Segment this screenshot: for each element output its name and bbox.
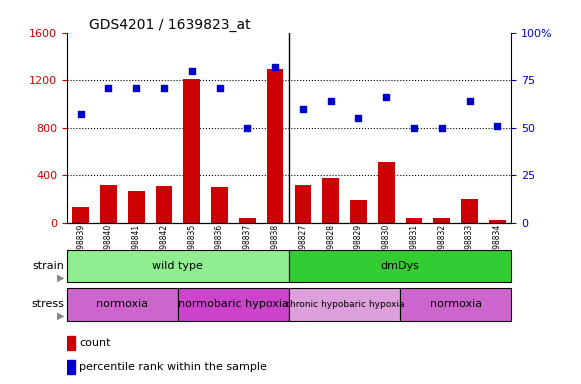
Point [215,85,224,91]
Bar [184,79,200,223]
Point [298,106,307,112]
Bar [73,207,89,223]
Point [243,124,252,131]
Point [132,85,141,91]
Bar [289,250,511,282]
Bar [67,336,75,350]
Text: chronic hypobaric hypoxia: chronic hypobaric hypoxia [285,300,404,309]
Bar [178,288,289,321]
Bar [295,185,311,223]
Text: ▶: ▶ [57,311,64,321]
Point [76,111,85,118]
Bar [100,185,117,223]
Bar [239,218,256,223]
Bar [211,187,228,223]
Bar [67,250,289,282]
Point [382,94,391,100]
Bar [128,190,145,223]
Text: percentile rank within the sample: percentile rank within the sample [79,362,267,372]
Bar [433,218,450,223]
Bar [461,199,478,223]
Bar [322,177,339,223]
Bar [350,200,367,223]
Bar [267,70,284,223]
Bar [156,186,173,223]
Point [187,68,196,74]
Text: strain: strain [32,261,64,271]
Text: stress: stress [31,299,64,310]
Point [271,64,280,70]
Point [465,98,474,104]
Point [104,85,113,91]
Text: normoxia: normoxia [430,299,482,310]
Point [326,98,335,104]
Bar [489,220,505,223]
Point [410,124,419,131]
Bar [67,360,75,374]
Point [493,123,502,129]
Text: normobaric hypoxia: normobaric hypoxia [178,299,289,310]
Bar [67,288,178,321]
Bar [406,218,422,223]
Bar [378,162,394,223]
Text: wild type: wild type [152,261,203,271]
Text: count: count [79,338,111,348]
Bar [400,288,511,321]
Text: dmDys: dmDys [381,261,419,271]
Point [437,124,446,131]
Text: normoxia: normoxia [96,299,148,310]
Point [354,115,363,121]
Text: ▶: ▶ [57,272,64,283]
Point [159,85,168,91]
Text: GDS4201 / 1639823_at: GDS4201 / 1639823_at [89,18,250,31]
Bar [289,288,400,321]
